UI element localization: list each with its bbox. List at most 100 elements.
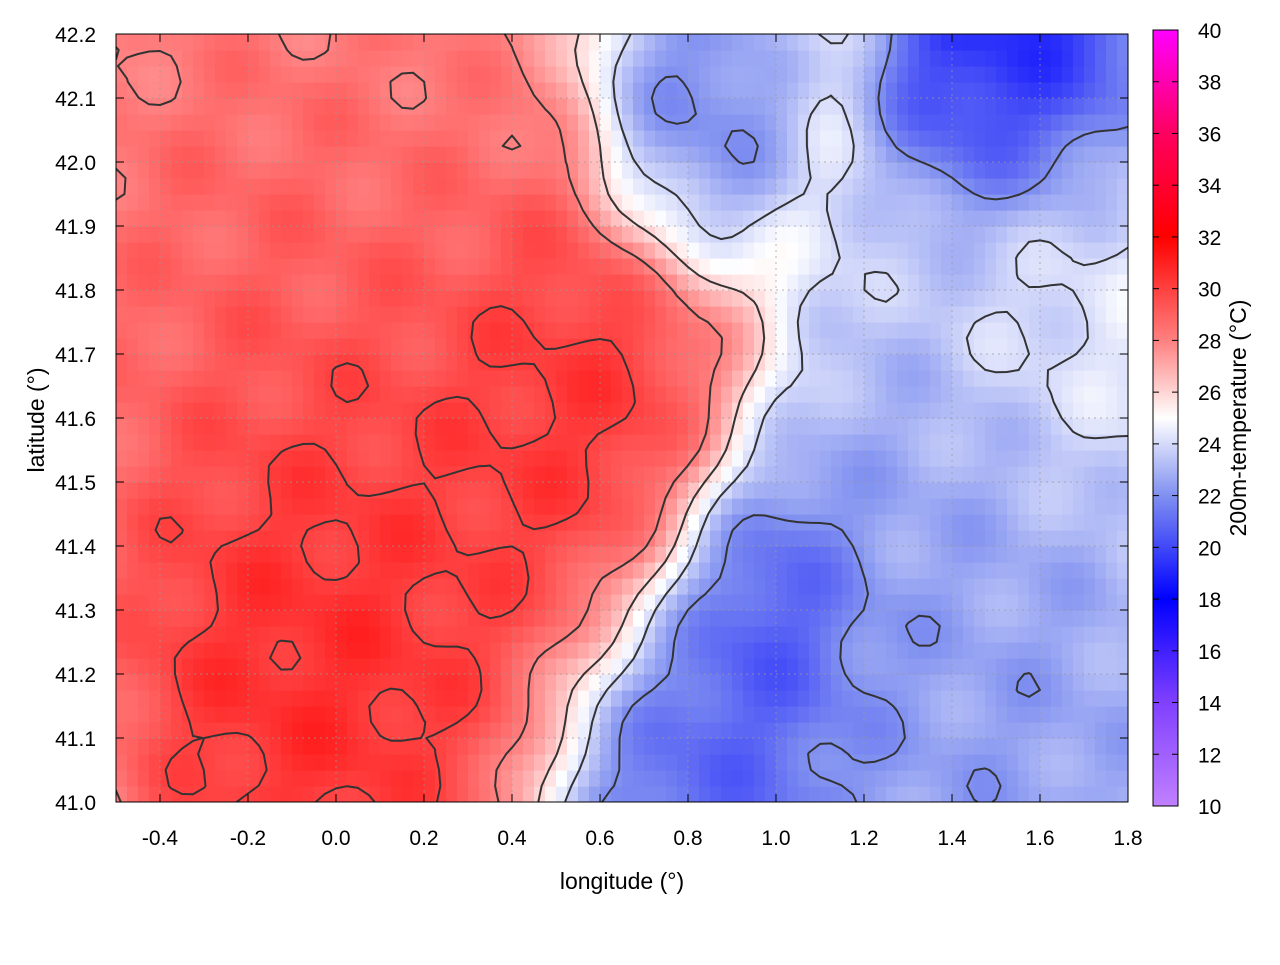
heatmap-cell bbox=[303, 594, 315, 611]
heatmap-cell bbox=[1051, 722, 1063, 739]
heatmap-cell bbox=[226, 194, 238, 211]
heatmap-cell bbox=[941, 594, 953, 611]
heatmap-cell bbox=[413, 690, 425, 707]
heatmap-cell bbox=[677, 66, 689, 83]
heatmap-cell bbox=[600, 50, 612, 67]
heatmap-cell bbox=[787, 626, 799, 643]
heatmap-cell bbox=[479, 514, 491, 531]
heatmap-cell bbox=[171, 418, 183, 435]
heatmap-cell bbox=[193, 50, 205, 67]
heatmap-cell bbox=[820, 674, 832, 691]
heatmap-cell bbox=[149, 98, 161, 115]
heatmap-cell bbox=[710, 786, 722, 802]
heatmap-cell bbox=[1040, 178, 1052, 195]
heatmap-cell bbox=[655, 754, 667, 771]
heatmap-cell bbox=[237, 290, 249, 307]
heatmap-cell bbox=[974, 114, 986, 131]
heatmap-cell bbox=[479, 34, 491, 51]
heatmap-cell bbox=[919, 722, 931, 739]
heatmap-cell bbox=[985, 34, 997, 51]
heatmap-cell bbox=[358, 418, 370, 435]
heatmap-cell bbox=[1084, 418, 1096, 435]
heatmap-cell bbox=[325, 674, 337, 691]
heatmap-cell bbox=[644, 530, 656, 547]
heatmap-cell bbox=[248, 738, 260, 755]
heatmap-cell bbox=[292, 178, 304, 195]
heatmap-cell bbox=[457, 514, 469, 531]
heatmap-cell bbox=[633, 674, 645, 691]
heatmap-cell bbox=[314, 354, 326, 371]
heatmap-cell bbox=[633, 338, 645, 355]
heatmap-cell bbox=[446, 770, 458, 787]
heatmap-cell bbox=[116, 386, 128, 403]
heatmap-cell bbox=[655, 770, 667, 787]
heatmap-cell bbox=[204, 610, 216, 627]
heatmap-cell bbox=[116, 34, 128, 51]
heatmap-cell bbox=[666, 386, 678, 403]
heatmap-cell bbox=[149, 546, 161, 563]
heatmap-cell bbox=[897, 610, 909, 627]
heatmap-cell bbox=[1062, 82, 1074, 99]
heatmap-cell bbox=[424, 82, 436, 99]
heatmap-cell bbox=[127, 194, 139, 211]
heatmap-cell bbox=[776, 402, 788, 419]
heatmap-cell bbox=[534, 146, 546, 163]
heatmap-cell bbox=[589, 82, 601, 99]
heatmap-cell bbox=[754, 34, 766, 51]
heatmap-cell bbox=[435, 242, 447, 259]
heatmap-cell bbox=[281, 770, 293, 787]
heatmap-cell bbox=[446, 274, 458, 291]
heatmap-cell bbox=[996, 34, 1008, 51]
heatmap-cell bbox=[985, 386, 997, 403]
heatmap-cell bbox=[908, 402, 920, 419]
heatmap-cell bbox=[963, 370, 975, 387]
heatmap-cell bbox=[193, 770, 205, 787]
heatmap-cell bbox=[226, 498, 238, 515]
heatmap-cell bbox=[787, 50, 799, 67]
heatmap-cell bbox=[292, 130, 304, 147]
heatmap-cell bbox=[820, 738, 832, 755]
heatmap-cell bbox=[149, 386, 161, 403]
heatmap-cell bbox=[655, 290, 667, 307]
heatmap-cell bbox=[369, 178, 381, 195]
heatmap-cell bbox=[721, 466, 733, 483]
heatmap-cell bbox=[116, 450, 128, 467]
heatmap-cell bbox=[556, 98, 568, 115]
heatmap-cell bbox=[864, 34, 876, 51]
heatmap-cell bbox=[215, 306, 227, 323]
heatmap-cell bbox=[160, 370, 172, 387]
heatmap-cell bbox=[699, 226, 711, 243]
heatmap-cell bbox=[1040, 370, 1052, 387]
heatmap-cell bbox=[831, 626, 843, 643]
heatmap-cell bbox=[864, 578, 876, 595]
heatmap-cell bbox=[908, 786, 920, 802]
heatmap-cell bbox=[1073, 610, 1085, 627]
heatmap-cell bbox=[996, 578, 1008, 595]
heatmap-cell bbox=[259, 466, 271, 483]
heatmap-cell bbox=[1106, 754, 1118, 771]
heatmap-cell bbox=[600, 98, 612, 115]
heatmap-cell bbox=[963, 482, 975, 499]
heatmap-cell bbox=[1051, 258, 1063, 275]
heatmap-cell bbox=[226, 306, 238, 323]
heatmap-cell bbox=[545, 290, 557, 307]
heatmap-cell bbox=[204, 418, 216, 435]
heatmap-cell bbox=[842, 258, 854, 275]
heatmap-cell bbox=[457, 434, 469, 451]
heatmap-cell bbox=[424, 770, 436, 787]
heatmap-cell bbox=[996, 226, 1008, 243]
heatmap-cell bbox=[1040, 770, 1052, 787]
heatmap-cell bbox=[413, 578, 425, 595]
heatmap-cell bbox=[622, 274, 634, 291]
heatmap-cell bbox=[413, 754, 425, 771]
heatmap-cell bbox=[479, 258, 491, 275]
heatmap-cell bbox=[1029, 290, 1041, 307]
heatmap-cell bbox=[1095, 546, 1107, 563]
heatmap-cell bbox=[413, 514, 425, 531]
heatmap-cell bbox=[369, 498, 381, 515]
heatmap-cell bbox=[204, 114, 216, 131]
heatmap-cell bbox=[512, 514, 524, 531]
heatmap-cell bbox=[193, 690, 205, 707]
heatmap-cell bbox=[809, 450, 821, 467]
heatmap-cell bbox=[1106, 658, 1118, 675]
